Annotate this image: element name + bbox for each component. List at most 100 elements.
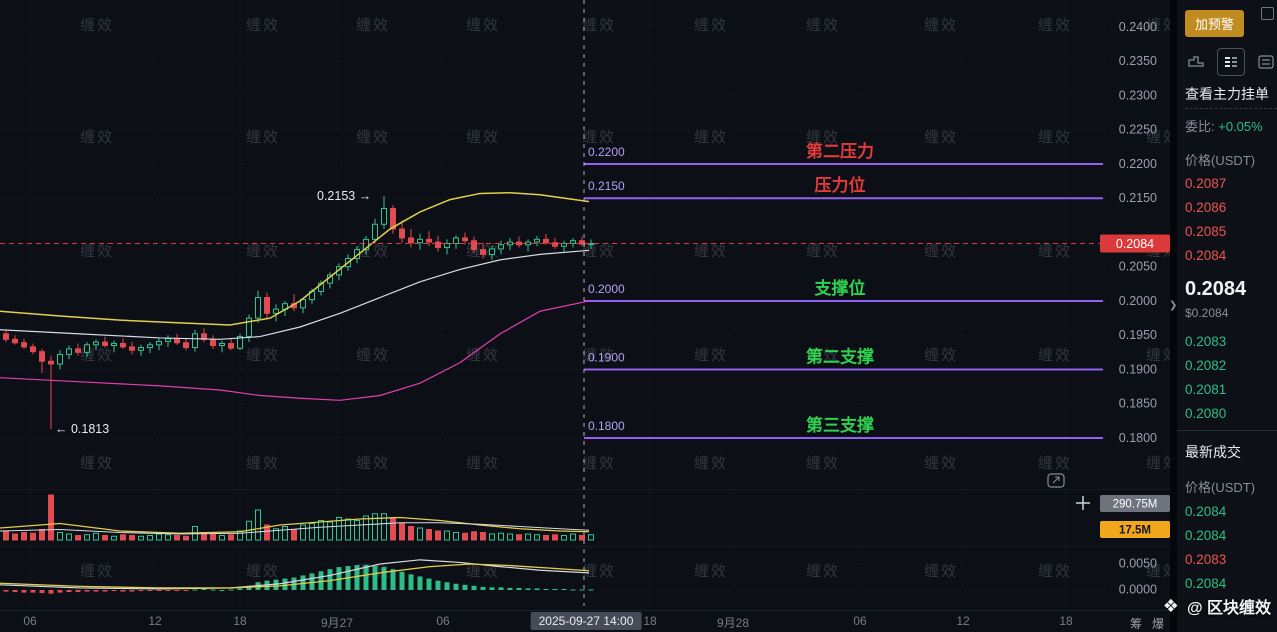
ratio-label: 委比: [1185,119,1215,134]
price-chart-canvas[interactable]: 0.2200 第二压力 0.2150 压力位 0.2000 支撑位 0.1900 第二支撑 0.… [0,0,1170,610]
divider [1177,430,1277,431]
add-alert-button[interactable]: 加预警 [1185,10,1245,37]
watermark-text: 缠效 [694,455,729,472]
ask-row[interactable]: 0.2086 [1185,200,1227,215]
watermark-text: 缠效 [694,17,729,34]
time-tick: 18 [643,614,657,628]
watermark-text: 缠效 [466,347,501,364]
boll-lines [0,192,590,401]
watermark-text: 缠效 [806,563,841,580]
volume-ma-slow [0,522,590,535]
trade-row[interactable]: 0.2084 [1185,528,1227,543]
level-price-label: 0.2200 [588,145,625,159]
svg-text:17.5M: 17.5M [1119,525,1151,537]
bid-row[interactable]: 0.2083 [1185,334,1227,349]
bid-row[interactable]: 0.2082 [1185,358,1227,373]
watermark-text: 缠效 [1038,455,1073,472]
trade-row[interactable]: 0.2083 [1185,552,1227,567]
orderbook-view-icon[interactable] [1217,48,1245,76]
watermark-text: 缠效 [1038,129,1073,146]
price-tick-label: 0.2000 [1119,294,1157,308]
recent-trades-title: 最新成交 [1185,444,1241,460]
watermark-text: 缠效 [246,563,281,580]
ask-row[interactable]: 0.2087 [1185,176,1227,191]
level-name-label: 第三支撑 [806,415,874,435]
chart-controls [1047,473,1090,510]
trades-price-header: 价格(USDT) [1185,480,1256,495]
time-axis[interactable]: 06 12 18 9月27 06 18 9月28 06 12 18 2025-09-27 14:00… [0,610,1170,632]
level-name-label: 第二压力 [806,141,874,161]
watermark-text: 缠效 [356,455,391,472]
watermark-text: 缠效 [246,455,281,472]
ask-row[interactable]: 0.2084 [1185,248,1227,263]
price-tick-label: 0.1850 [1119,397,1157,411]
time-tick: 9月27 [320,616,354,630]
level-name-label: 支撑位 [815,278,866,298]
watermark-text: 缠效 [466,563,501,580]
svg-text:0.0000: 0.0000 [1119,583,1157,597]
watermark-text: 缠效 [1038,563,1073,580]
orderbook-price-header: 价格(USDT) [1185,153,1256,168]
watermark-text: 缠效 [80,563,115,580]
indicator-toggle-筹[interactable]: 筹 [1130,617,1143,631]
last-price: 0.2084 [1185,278,1247,300]
ask-list: 0.2087 0.2086 0.2085 0.2084 [1185,172,1226,268]
price-tick-label: 0.1950 [1119,328,1157,342]
watermark-text: 缠效 [582,347,617,364]
grid [0,0,1170,606]
watermark-text: 缠效 [582,129,617,146]
volume-ma-fast [0,516,590,534]
watermark-text: 缠效 [924,129,959,146]
price-tick-label: 0.1800 [1119,431,1157,445]
price-tick-label: 0.2200 [1119,157,1157,171]
panel-settings-icon[interactable] [1261,7,1274,20]
time-tick: 12 [956,614,970,628]
time-tick: 06 [436,614,450,628]
ask-row[interactable]: 0.2085 [1185,224,1227,239]
indicator-toggle-爆[interactable]: 爆 [1152,617,1165,631]
time-tick: 06 [23,614,37,628]
panel-collapse-strip[interactable]: ❯ [1169,0,1178,632]
ratio-value: +0.05% [1218,119,1263,134]
trade-row[interactable]: 0.2084 [1185,504,1227,519]
watermark-text: 缠效 [80,455,115,472]
divider [1185,108,1277,109]
watermark-text: 缠效 [806,17,841,34]
watermark-text: 缠效 [80,243,115,260]
bid-row[interactable]: 0.2081 [1185,382,1227,397]
price-annotation: 0.2153 → [317,189,371,203]
restore-view-icon[interactable] [1047,473,1065,488]
watermark-text: 缠效 [806,129,841,146]
watermark-text: 缠效 [1038,17,1073,34]
view-main-orders-link[interactable]: 查看主力挂单 [1185,86,1269,102]
bid-row[interactable]: 0.2080 [1185,406,1227,421]
current-price: 0.2084 [0,234,1170,253]
svg-text:0.0050: 0.0050 [1119,557,1157,571]
level-name-label: 第二支撑 [806,346,874,366]
price-tick-label: 0.2300 [1119,88,1157,102]
order-ratio: 委比: +0.05% [1185,116,1263,135]
watermark-text: 缠效 [356,347,391,364]
candles [3,196,594,430]
price-tick-label: 0.2250 [1119,123,1157,137]
chevron-right-icon[interactable]: ❯ [1169,300,1178,311]
trade-list-icon[interactable] [1253,49,1277,75]
recent-trades-list: 0.2084 0.2084 0.2083 0.2084 [1185,500,1226,596]
watermark-text: 缠效 [924,455,959,472]
depth-chart-icon[interactable] [1183,49,1209,75]
watermark-text: 缠效 [806,455,841,472]
watermark-text: 缠效 [694,347,729,364]
last-price-usd: $0.2084 [1185,306,1229,320]
watermark-text: 缠效 [1038,347,1073,364]
price-tick-label: 0.1900 [1119,362,1157,376]
macd-dif-line [0,559,590,590]
boll-upper-line [0,192,590,326]
bid-list: 0.2083 0.2082 0.2081 0.2080 [1185,330,1226,426]
watermark-text: 缠效 [924,17,959,34]
trade-row[interactable]: 0.2084 [1185,576,1227,591]
watermark-text: 缠效 [806,347,841,364]
watermark-text: 缠效 [924,563,959,580]
watermark-text: 缠效 [582,563,617,580]
watermark-text: 缠效 [356,17,391,34]
book-view-toolbar [1183,48,1277,76]
